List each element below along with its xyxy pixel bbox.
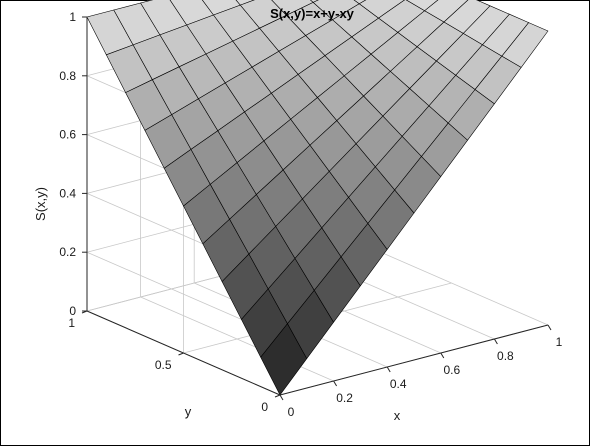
y-tick-label: 0 [261,400,268,414]
y-tick-label: 0.5 [155,358,172,372]
tick-mark [440,352,445,359]
z-tick-label: 1 [69,10,76,24]
y-tick-label: 1 [68,316,75,330]
tick-mark [493,338,498,345]
surface-patch [235,0,255,6]
z-tick-label: 0.8 [59,69,76,83]
chart-title: S(x,y)=x+y-xy [270,6,355,21]
surface-patch [501,22,549,68]
x-tick-label: 0.2 [336,391,353,405]
z-tick-label: 0.6 [59,128,76,142]
surface-patch [353,0,367,5]
surface-patch [405,0,439,11]
x-tick-label: 1 [556,335,563,349]
z-tick-label: 0 [69,304,76,318]
tick-mark [386,366,391,373]
tick-mark [274,394,281,398]
x-tick-label: 0.4 [390,377,407,391]
y-axis-label: y [185,404,192,419]
tick-mark [547,324,552,331]
x-tick-label: 0.6 [443,363,460,377]
tick-mark [279,394,284,401]
tick-mark [333,380,338,387]
z-tick-label: 0.4 [59,186,76,200]
x-tick-label: 0.8 [497,349,514,363]
z-tick-label: 0.2 [59,245,76,259]
z-axis-label: S(x,y) [33,187,48,221]
x-axis-line [279,324,549,396]
x-tick-label: 0 [288,405,295,419]
tick-mark [178,352,184,356]
surface-mesh [86,0,549,396]
x-axis-label: x [394,408,401,423]
